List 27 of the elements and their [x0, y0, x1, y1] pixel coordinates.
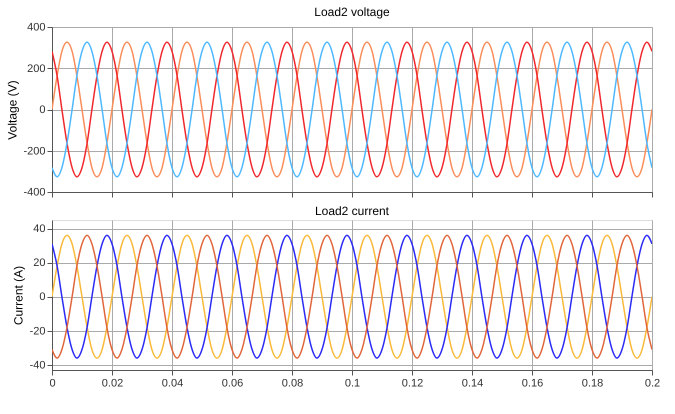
y-tick-label: -20 — [30, 325, 46, 338]
x-tick-label: 0 — [49, 378, 56, 390]
chart-title: Load2 voltage — [314, 5, 390, 19]
y-tick-label: -200 — [23, 145, 46, 158]
y-axis-title: Current (A) — [12, 266, 26, 326]
line-series — [52, 42, 652, 178]
x-tick-label: 0.16 — [522, 378, 544, 390]
y-tick-label: 0 — [39, 104, 46, 116]
x-tick-label: 0.06 — [222, 378, 244, 390]
line-series — [52, 234, 652, 359]
y-axis-title: Voltage (V) — [5, 80, 20, 140]
x-tick-label: 0.04 — [162, 378, 184, 390]
y-tick-label: 400 — [27, 22, 46, 34]
x-tick-label: 0.14 — [462, 378, 484, 390]
x-tick-label: 0.2 — [644, 378, 660, 390]
x-tick-label: 0.02 — [102, 378, 124, 390]
y-tick-label: 0 — [39, 291, 46, 304]
y-tick-label: 20 — [33, 257, 46, 270]
x-tick-label: 0.12 — [402, 378, 424, 390]
y-tick-label: -40 — [30, 359, 46, 372]
y-tick-label: -400 — [23, 186, 46, 198]
y-tick-label: 40 — [33, 223, 46, 236]
chart-title: Load2 current — [314, 204, 390, 218]
y-tick-label: 200 — [27, 62, 46, 75]
x-tick-label: 0.18 — [582, 378, 604, 390]
x-tick-label: 0.1 — [344, 378, 360, 390]
x-tick-label: 0.08 — [282, 378, 304, 390]
